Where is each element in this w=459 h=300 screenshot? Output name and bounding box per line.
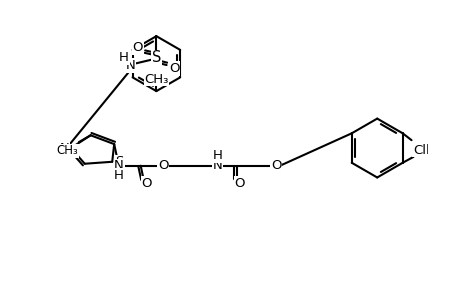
Text: CH₃: CH₃	[144, 73, 168, 86]
Text: H: H	[212, 149, 222, 162]
Text: O: O	[157, 159, 168, 172]
Text: N: N	[212, 159, 222, 172]
Text: O: O	[234, 177, 245, 190]
Text: O: O	[132, 41, 143, 54]
Text: O: O	[141, 177, 151, 190]
Text: O: O	[270, 159, 281, 172]
Text: O: O	[168, 62, 179, 75]
Text: CH₃: CH₃	[56, 145, 78, 158]
Text: Cl: Cl	[412, 143, 425, 157]
Text: S: S	[115, 155, 123, 168]
Text: N: N	[59, 142, 69, 154]
Text: N: N	[114, 159, 123, 172]
Text: H: H	[119, 51, 129, 64]
Text: N: N	[126, 59, 135, 72]
Text: H: H	[114, 169, 124, 182]
Text: Cl: Cl	[415, 143, 428, 157]
Text: S: S	[151, 50, 161, 65]
